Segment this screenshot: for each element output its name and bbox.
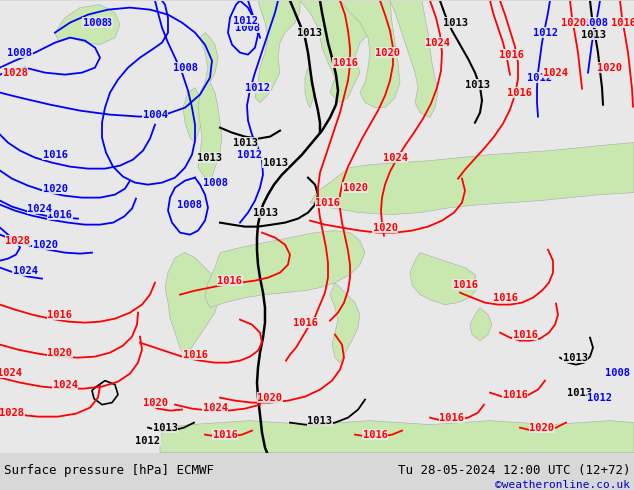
- Text: 1024: 1024: [13, 266, 37, 275]
- Text: 1020: 1020: [375, 48, 401, 58]
- Text: 1013: 1013: [153, 422, 178, 433]
- Text: 1013: 1013: [297, 27, 323, 38]
- Polygon shape: [205, 231, 365, 308]
- Text: 1028: 1028: [6, 236, 30, 245]
- Text: 1008: 1008: [172, 63, 198, 73]
- Text: 1008: 1008: [8, 48, 32, 58]
- Text: 1016: 1016: [507, 88, 533, 98]
- Text: 1016: 1016: [512, 330, 538, 340]
- Text: 1016: 1016: [332, 58, 358, 68]
- Text: 1016: 1016: [500, 49, 524, 60]
- Text: 1008: 1008: [178, 199, 202, 210]
- Text: 1016: 1016: [503, 390, 527, 400]
- Polygon shape: [55, 4, 120, 45]
- Text: 1012: 1012: [136, 436, 160, 445]
- Text: 1024: 1024: [202, 403, 228, 413]
- Text: 1016: 1016: [42, 149, 67, 160]
- Text: 1008: 1008: [605, 368, 630, 378]
- Text: 1020: 1020: [257, 392, 283, 403]
- Text: 1012: 1012: [233, 16, 257, 25]
- Text: 1004: 1004: [143, 110, 167, 120]
- Polygon shape: [255, 0, 300, 102]
- Polygon shape: [410, 253, 478, 305]
- Polygon shape: [300, 0, 375, 102]
- Text: 1012: 1012: [533, 27, 557, 38]
- Text: ©weatheronline.co.uk: ©weatheronline.co.uk: [495, 480, 630, 490]
- Polygon shape: [305, 68, 315, 108]
- Text: 1016: 1016: [217, 275, 242, 286]
- Text: 1013: 1013: [562, 353, 588, 363]
- Text: 1016: 1016: [292, 318, 318, 328]
- Text: 1008: 1008: [82, 18, 108, 27]
- Text: 1008: 1008: [235, 23, 261, 33]
- Text: 1013: 1013: [198, 152, 223, 163]
- Text: 1020: 1020: [143, 397, 167, 408]
- Text: 1013: 1013: [252, 208, 278, 218]
- Text: 1024: 1024: [543, 68, 567, 77]
- Text: 1013: 1013: [443, 18, 467, 27]
- Text: 1016: 1016: [48, 310, 72, 319]
- Text: 1016: 1016: [493, 293, 517, 303]
- Text: Tu 28-05-2024 12:00 UTC (12+72): Tu 28-05-2024 12:00 UTC (12+72): [398, 464, 630, 477]
- Text: 1016: 1016: [316, 197, 340, 208]
- Text: 1024: 1024: [382, 152, 408, 163]
- Text: 1020: 1020: [373, 222, 398, 233]
- Polygon shape: [160, 420, 634, 453]
- Polygon shape: [183, 88, 205, 143]
- Text: 1013: 1013: [307, 416, 332, 426]
- Text: 1016: 1016: [453, 280, 477, 290]
- Text: 1016: 1016: [363, 430, 387, 440]
- Polygon shape: [165, 253, 220, 358]
- Text: 1016: 1016: [439, 413, 465, 422]
- Text: 1013: 1013: [233, 138, 257, 147]
- Text: 1008: 1008: [202, 177, 228, 188]
- Text: 1016: 1016: [612, 18, 634, 27]
- Text: 1008: 1008: [583, 18, 607, 27]
- Text: 1016: 1016: [48, 210, 72, 220]
- Polygon shape: [330, 283, 360, 363]
- Polygon shape: [340, 0, 400, 108]
- Text: 1024: 1024: [0, 368, 22, 378]
- Text: 1020: 1020: [597, 63, 623, 73]
- Text: 1020: 1020: [32, 240, 58, 249]
- Text: 1012: 1012: [238, 149, 262, 160]
- Text: 1016: 1016: [183, 350, 207, 360]
- Polygon shape: [470, 308, 492, 341]
- Text: 1024: 1024: [53, 380, 77, 390]
- Text: 1020: 1020: [529, 422, 555, 433]
- Text: 1012: 1012: [245, 83, 271, 93]
- Text: 1024: 1024: [425, 38, 451, 48]
- Text: 1024: 1024: [27, 204, 53, 214]
- Text: 1016: 1016: [212, 430, 238, 440]
- Text: 1013: 1013: [581, 29, 607, 40]
- Polygon shape: [390, 0, 438, 118]
- Text: 1020: 1020: [42, 184, 67, 194]
- Text: 1012: 1012: [527, 73, 552, 83]
- Text: 1013: 1013: [567, 388, 593, 397]
- Polygon shape: [310, 143, 634, 215]
- Text: 1020: 1020: [562, 18, 586, 27]
- Polygon shape: [198, 33, 222, 183]
- Text: 1008: 1008: [87, 18, 112, 27]
- Text: Surface pressure [hPa] ECMWF: Surface pressure [hPa] ECMWF: [4, 464, 214, 477]
- Text: 1028: 1028: [0, 408, 25, 417]
- Text: 1028: 1028: [3, 68, 27, 77]
- Text: 1020: 1020: [48, 347, 72, 358]
- Text: 1013: 1013: [465, 79, 491, 90]
- Text: 1012: 1012: [588, 392, 612, 403]
- Text: 1013: 1013: [262, 158, 287, 168]
- Text: 1020: 1020: [342, 183, 368, 193]
